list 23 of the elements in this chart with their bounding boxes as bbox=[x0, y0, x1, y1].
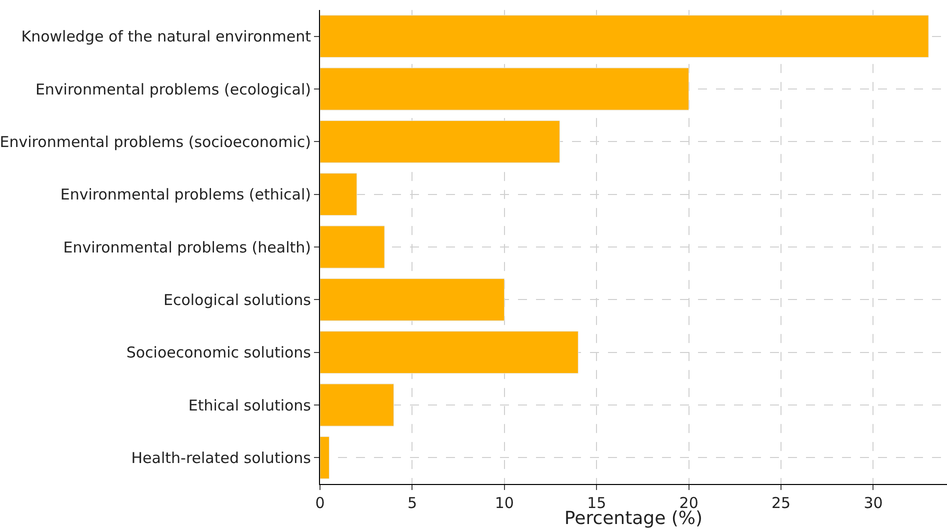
bar bbox=[320, 68, 690, 110]
bar bbox=[320, 226, 385, 268]
y-tick-label: Ecological solutions bbox=[163, 290, 312, 309]
x-tick-label: 5 bbox=[407, 494, 417, 512]
y-tick-label: Ethical solutions bbox=[188, 396, 312, 414]
x-tick-label: 10 bbox=[494, 494, 514, 512]
y-tick-label: Socioeconomic solutions bbox=[126, 344, 312, 362]
bar bbox=[320, 15, 929, 58]
bar bbox=[320, 278, 505, 321]
y-tick-label: Health-related solutions bbox=[131, 448, 312, 467]
x-tick-label: 0 bbox=[315, 494, 325, 512]
x-tick-label: 25 bbox=[771, 494, 791, 512]
y-tick-label: Knowledge of the natural environment bbox=[21, 28, 312, 46]
y-tick-label: Environmental problems (ethical) bbox=[60, 186, 311, 204]
bar bbox=[320, 436, 330, 479]
x-tick-label: 30 bbox=[864, 494, 883, 512]
bar bbox=[320, 384, 394, 426]
y-tick-label: Environmental problems (socioeconomic) bbox=[0, 132, 311, 151]
y-tick-label: Environmental problems (ecological) bbox=[35, 80, 311, 98]
bar bbox=[320, 120, 560, 163]
y-tick-label: Environmental problems (health) bbox=[63, 238, 311, 256]
bar bbox=[320, 173, 358, 216]
bar bbox=[320, 331, 578, 374]
